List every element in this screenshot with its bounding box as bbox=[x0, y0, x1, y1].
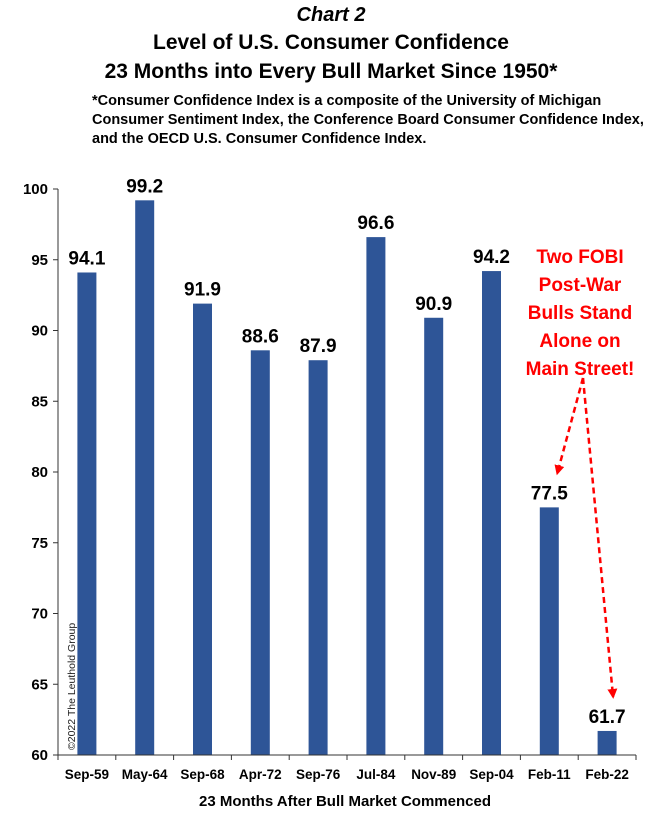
x-tick-label-Sep-68: Sep-68 bbox=[180, 767, 225, 782]
bar-Sep-04 bbox=[482, 271, 501, 755]
y-tick-label-85: 85 bbox=[31, 393, 48, 410]
chart-title-line-1: Level of U.S. Consumer Confidence bbox=[153, 31, 509, 54]
x-tick-label-Jul-84: Jul-84 bbox=[356, 767, 396, 782]
y-tick-label-60: 60 bbox=[31, 747, 48, 764]
x-tick-label-Sep-76: Sep-76 bbox=[296, 767, 341, 782]
data-label-Apr-72: 88.6 bbox=[242, 326, 279, 347]
data-label-May-64: 99.2 bbox=[126, 176, 163, 197]
bars-layer: 94.1 99.2 91.9 88.6 87.9 96.6 90.9 94.2 77.5 61.7 bbox=[68, 176, 626, 756]
data-label-Jul-84: 96.6 bbox=[357, 213, 394, 234]
bar-May-64 bbox=[135, 200, 155, 755]
annotation-line-1: Two FOBI bbox=[536, 247, 624, 268]
copyright-text: ©2022 The Leuthold Group bbox=[66, 623, 78, 750]
x-tick-label-Sep-59: Sep-59 bbox=[65, 767, 109, 782]
bar-Sep-59 bbox=[77, 272, 97, 755]
y-tick-label-80: 80 bbox=[31, 464, 48, 481]
x-tick-label-Nov-89: Nov-89 bbox=[411, 767, 456, 782]
annotation-line-2: Post-War bbox=[538, 275, 622, 296]
bar-Nov-89 bbox=[424, 317, 444, 755]
axes-layer: Sep-59 May-64 Sep-68 Apr-72 Sep-76 Jul-84 Nov-… bbox=[23, 181, 637, 782]
chart-title-line-2: 23 Months into Every Bull Market Since 1… bbox=[104, 60, 558, 83]
x-tick-label-Apr-72: Apr-72 bbox=[239, 767, 282, 782]
footnote-line-1: *Consumer Confidence Index is a composit… bbox=[92, 93, 602, 109]
x-tick-label-Sep-04: Sep-04 bbox=[469, 767, 514, 782]
data-label-Sep-68: 91.9 bbox=[184, 280, 221, 301]
annotation-line-4: Alone on bbox=[539, 331, 621, 352]
bar-Feb-22 bbox=[597, 730, 617, 755]
bar-Jul-84 bbox=[366, 237, 386, 756]
data-label-Sep-76: 87.9 bbox=[300, 336, 337, 357]
data-label-Sep-59: 94.1 bbox=[68, 248, 105, 269]
arrow-to-Feb-11 bbox=[554, 377, 585, 476]
annotation-line-5: Main Street! bbox=[525, 359, 635, 380]
chart-header: Chart 2 Level of U.S. Consumer Confidenc… bbox=[0, 2, 662, 86]
y-tick-label-75: 75 bbox=[31, 535, 48, 552]
bar-Apr-72 bbox=[250, 350, 270, 755]
footnote: *Consumer Confidence Index is a composit… bbox=[92, 92, 652, 149]
data-label-Feb-22: 61.7 bbox=[589, 707, 626, 728]
data-label-Nov-89: 90.9 bbox=[415, 294, 452, 315]
bar-Sep-68 bbox=[193, 303, 212, 755]
x-tick-label-Feb-11: Feb-11 bbox=[528, 767, 571, 782]
footnote-line-3: and the OECD U.S. Consumer Confidence In… bbox=[92, 131, 427, 147]
y-tick-label-90: 90 bbox=[31, 323, 48, 340]
x-tick-label-May-64: May-64 bbox=[122, 767, 168, 782]
bar-Sep-76 bbox=[308, 360, 328, 755]
chart-label: Chart 2 bbox=[296, 4, 366, 26]
y-tick-label-100: 100 bbox=[23, 181, 48, 198]
data-label-Sep-04: 94.2 bbox=[473, 247, 510, 268]
bar-Feb-11 bbox=[539, 507, 559, 755]
y-tick-label-95: 95 bbox=[31, 252, 48, 269]
annotation-line-3: Bulls Stand bbox=[527, 303, 633, 324]
x-axis-label: 23 Months After Bull Market Commenced bbox=[199, 793, 491, 810]
y-tick-label-70: 70 bbox=[31, 606, 48, 623]
annotation-text: Two FOBI Post-War Bulls Stand Alone on M… bbox=[500, 244, 660, 384]
y-tick-label-65: 65 bbox=[31, 676, 48, 693]
footnote-line-2: Consumer Sentiment Index, the Conference… bbox=[92, 112, 644, 128]
x-tick-label-Feb-22: Feb-22 bbox=[585, 767, 629, 782]
arrow-to-Feb-22 bbox=[581, 377, 618, 699]
data-label-Feb-11: 77.5 bbox=[531, 483, 568, 504]
annotation-arrows bbox=[554, 377, 618, 699]
